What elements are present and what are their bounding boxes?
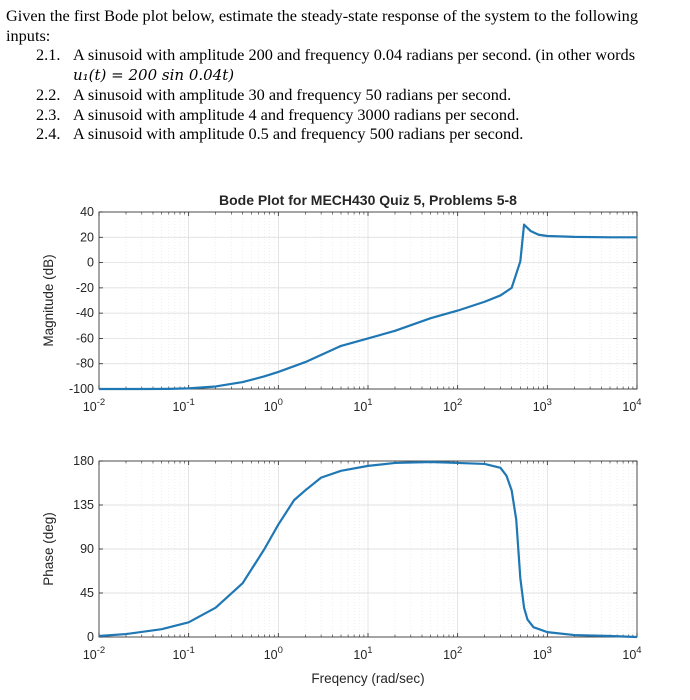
x-tick-label: 102 bbox=[443, 645, 462, 662]
x-axis-label: Freqency (rad/sec) bbox=[311, 671, 424, 686]
question-number: 2.2. bbox=[36, 85, 61, 104]
x-tick-label: 101 bbox=[353, 397, 372, 414]
y-tick-label: 90 bbox=[80, 542, 94, 556]
question-item-text: A sinusoid with amplitude 4 and frequenc… bbox=[73, 104, 520, 124]
question-text: Given the first Bode plot below, estimat… bbox=[6, 6, 686, 144]
x-tick-label: 10-2 bbox=[83, 645, 105, 662]
question-item-text: A sinusoid with amplitude 30 and frequen… bbox=[73, 85, 512, 104]
y-tick-label: 45 bbox=[80, 586, 94, 600]
x-tick-label: 103 bbox=[533, 645, 552, 662]
y-tick-label: 20 bbox=[80, 230, 94, 244]
y-tick-label: -40 bbox=[76, 306, 94, 320]
equation-text: u₁(t) = 200 sin 0.04t) bbox=[73, 65, 235, 84]
y-tick-label: 180 bbox=[73, 454, 94, 468]
question-intro: Given the first Bode plot below, estimat… bbox=[6, 6, 638, 45]
question-item-text: A sinusoid with amplitude 0.5 and freque… bbox=[73, 124, 524, 143]
question-equation: u₁(t) = 200 sin 0.04t) bbox=[73, 65, 686, 86]
phase-axes: 180 135 90 45 010-2 10-1 100 101 102 103 104 Phase … bbox=[41, 454, 642, 686]
x-tick-label: 100 bbox=[264, 645, 283, 662]
x-tick-label: 103 bbox=[533, 397, 552, 414]
x-tick-label: 10-1 bbox=[172, 645, 194, 662]
y-tick-label: -20 bbox=[76, 281, 94, 295]
question-number: 2.1. bbox=[36, 45, 61, 64]
y-tick-label: 40 bbox=[80, 205, 94, 219]
y-axis-label: Magnitude (dB) bbox=[41, 254, 56, 346]
x-tick-label: 10-1 bbox=[172, 397, 194, 414]
x-tick-label: 104 bbox=[622, 397, 641, 414]
y-tick-label: -80 bbox=[76, 357, 94, 371]
y-tick-label: 0 bbox=[87, 256, 94, 270]
y-tick-label: 135 bbox=[73, 498, 94, 512]
chart-title: Bode Plot for MECH430 Quiz 5, Problems 5… bbox=[219, 192, 517, 208]
question-item-2-1: 2.1. A sinusoid with amplitude 200 and fr… bbox=[36, 45, 686, 65]
question-item-2-4: 2.4. A sinusoid with amplitude 0.5 and fr… bbox=[36, 124, 686, 144]
question-number: 2.4. bbox=[36, 124, 61, 143]
x-tick-label: 101 bbox=[353, 645, 372, 662]
question-number: 2.3. bbox=[36, 104, 61, 124]
x-tick-label: 102 bbox=[443, 397, 462, 414]
series-line bbox=[99, 223, 637, 391]
y-tick-label: -60 bbox=[76, 331, 94, 345]
question-item-2-2: 2.2. A sinusoid with amplitude 30 and fre… bbox=[36, 85, 686, 105]
y-axis-label: Phase (deg) bbox=[41, 512, 56, 586]
y-tick-label: -100 bbox=[69, 382, 94, 396]
question-item-text: A sinusoid with amplitude 200 and freque… bbox=[73, 45, 636, 64]
series-line bbox=[98, 460, 638, 639]
x-tick-label: 104 bbox=[622, 645, 641, 662]
question-list: 2.1. A sinusoid with amplitude 200 and fr… bbox=[6, 45, 686, 144]
x-tick-label: 100 bbox=[264, 397, 283, 414]
x-tick-label: 10-2 bbox=[83, 397, 105, 414]
question-item-2-3: 2.3. A sinusoid with amplitude 4 and freq… bbox=[36, 105, 686, 125]
y-tick-label: 0 bbox=[87, 630, 94, 644]
